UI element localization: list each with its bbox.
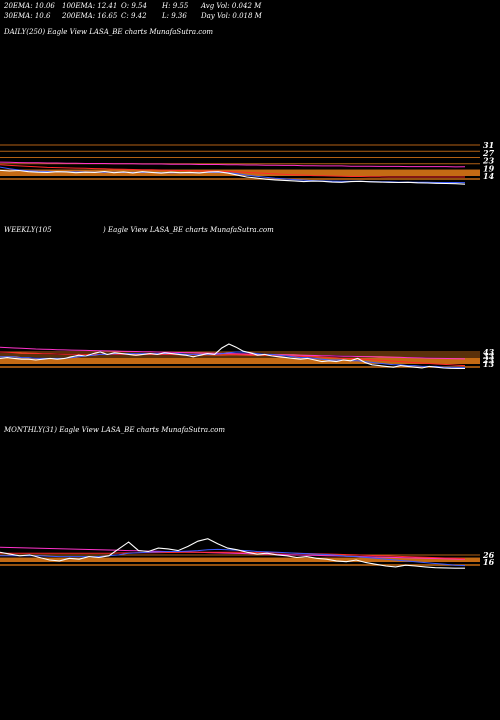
weekly-panel-title-left: WEEKLY(105 xyxy=(4,226,52,234)
weekly-ema-red-line xyxy=(0,351,466,367)
stat-avg-vol: Avg Vol: 0.042 M xyxy=(201,2,262,10)
daily-level-label: 19 xyxy=(483,163,495,173)
stat-ema30: 30EMA: 10.6 xyxy=(4,12,51,20)
daily-price-line xyxy=(0,169,466,185)
weekly-panel-title-right: ) Eagle View LASA_BE charts MunafaSutra.… xyxy=(103,226,274,234)
monthly-ema-magenta-line xyxy=(0,546,466,560)
daily-ema-magenta-line xyxy=(0,161,466,168)
weekly-level-label: 43 xyxy=(483,347,495,357)
stat-high: H: 9.55 xyxy=(162,2,189,10)
monthly-level-label: 16 xyxy=(483,557,495,567)
monthly-ema-red-line xyxy=(0,551,466,560)
weekly-price-line xyxy=(0,343,466,370)
weekly-ema-magenta-line xyxy=(0,346,466,360)
stat-ema200: 200EMA: 16.65 xyxy=(62,12,118,20)
stat-ema20: 20EMA: 10.06 xyxy=(4,2,55,10)
monthly-ema-blue-line xyxy=(0,548,466,567)
daily-level-label: 14 xyxy=(483,171,495,181)
daily-band xyxy=(0,170,480,176)
monthly-price-line xyxy=(0,538,465,569)
weekly-ema-blue-line xyxy=(0,351,466,368)
daily-level-label: 23 xyxy=(482,156,495,166)
stat-ema100: 100EMA: 12.41 xyxy=(62,2,118,10)
stat-open: O: 9.54 xyxy=(121,2,147,10)
monthly-panel-title: MONTHLY(31) Eagle View LASA_BE charts Mu… xyxy=(4,426,225,434)
daily-level-label: 31 xyxy=(483,140,494,150)
daily-level-label: 27 xyxy=(482,148,495,158)
monthly-band xyxy=(0,558,480,562)
daily-panel-title: DAILY(250) Eagle View LASA_BE charts Mun… xyxy=(4,28,214,36)
stat-day-vol: Day Vol: 0.018 M xyxy=(201,12,262,20)
weekly-level-label: 13 xyxy=(483,359,495,369)
daily-ema-red-line xyxy=(0,164,465,178)
weekly-level-label: 33 xyxy=(483,351,495,361)
weekly-band xyxy=(0,358,480,364)
weekly-level-label: 23 xyxy=(482,355,495,365)
monthly-level-label: 26 xyxy=(482,550,495,560)
stat-close: C: 9.42 xyxy=(121,12,147,20)
stat-low: L: 9.36 xyxy=(162,12,187,20)
